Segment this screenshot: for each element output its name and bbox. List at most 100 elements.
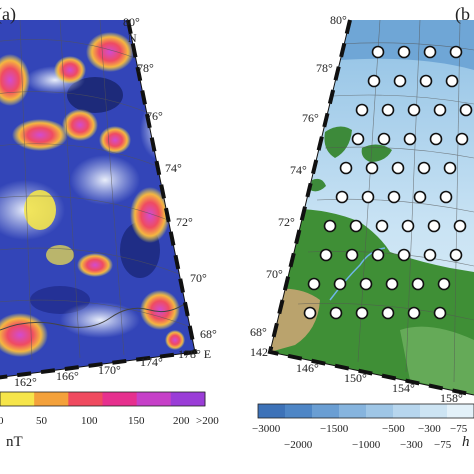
panel-a-colorbar-tick: >200 — [196, 415, 219, 427]
colorbar-b-swatch — [258, 404, 286, 418]
panel-b-lon-label: 150° — [344, 371, 367, 385]
station-marker — [443, 161, 457, 175]
panel-b-colorbar-unit: h — [462, 434, 470, 450]
station-marker — [393, 74, 407, 88]
anomaly-high-patch — [130, 187, 170, 243]
station-marker — [401, 219, 415, 233]
panel-a-lon-label: 166° — [56, 369, 79, 383]
panel-b-lon-label: 146° — [296, 361, 319, 375]
station-marker — [445, 74, 459, 88]
station-marker — [407, 103, 421, 117]
panel-b-stations — [303, 45, 473, 320]
panel-a-lat-label: 68° — [200, 327, 217, 341]
anomaly-high-patch — [46, 245, 74, 265]
station-marker — [459, 103, 473, 117]
panel-a-colorbar-tick: 100 — [81, 415, 98, 427]
panel-b-colorbar-tick: −1000 — [352, 439, 381, 451]
station-marker — [411, 277, 425, 291]
panel-a-lon-label: 174° — [140, 355, 163, 369]
panel-a-coastline — [0, 299, 191, 331]
panel-b-colorbar-tick: −75 — [450, 423, 468, 435]
panel-a-label: (a) — [0, 4, 16, 25]
station-marker — [319, 248, 333, 262]
colorbar-a-swatch — [170, 392, 206, 406]
station-marker — [423, 248, 437, 262]
colorbar-b-border — [257, 403, 474, 419]
anomaly-high-patch — [24, 190, 56, 230]
panel-b-colorbar — [257, 403, 474, 419]
anomaly-light-patch — [60, 302, 140, 338]
station-marker — [381, 306, 395, 320]
panel-a-colorbar-tick: 50 — [36, 415, 48, 427]
panel-b-lat-label: 78° — [316, 61, 333, 75]
panel-a-lat-label: 76° — [146, 109, 163, 123]
panel-b-lat-label: 80° — [330, 13, 347, 27]
station-marker — [365, 161, 379, 175]
panel-b-lat-label: 70° — [266, 267, 283, 281]
panel-a-lat-label: 80° — [123, 15, 140, 29]
station-marker — [397, 248, 411, 262]
colorbar-a-border — [0, 391, 206, 407]
panel-b-colorbar-tick: −75 — [434, 439, 452, 451]
station-marker — [391, 161, 405, 175]
panel-b-colorbar-tick: −3000 — [252, 423, 281, 435]
station-marker — [381, 103, 395, 117]
station-marker — [377, 132, 391, 146]
anomaly-high-patch — [165, 330, 185, 350]
station-marker — [397, 45, 411, 59]
anomaly-high-patch — [140, 290, 180, 330]
station-marker — [449, 248, 463, 262]
panel-b-lon-label: 142° — [250, 345, 273, 359]
panel-a-graticule — [0, 20, 189, 361]
panel-b-colorbar-tick: −2000 — [284, 439, 313, 451]
anomaly-high-patch — [0, 54, 30, 106]
station-marker — [423, 45, 437, 59]
colorbar-b-swatch — [393, 404, 421, 418]
panel-a-lat-label: 70° — [190, 271, 207, 285]
station-marker — [367, 74, 381, 88]
panel-a-lat-label: 72° — [176, 215, 193, 229]
station-marker — [439, 190, 453, 204]
station-marker — [371, 248, 385, 262]
station-marker — [303, 306, 317, 320]
station-marker — [437, 277, 451, 291]
station-marker — [417, 161, 431, 175]
station-marker — [351, 132, 365, 146]
colorbar-b-swatch — [447, 404, 474, 418]
anomaly-high-patch — [99, 126, 131, 154]
station-marker — [433, 103, 447, 117]
station-marker — [355, 306, 369, 320]
panel-a-lat-label: 78° — [137, 61, 154, 75]
panel-a-colorbar-tick: 200 — [173, 415, 190, 427]
panel-a-lon-label: 178° E — [178, 347, 211, 361]
panel-a-lat-label: 74° — [165, 161, 182, 175]
station-marker — [323, 219, 337, 233]
panel-a-colorbar-tick: 0 — [0, 415, 4, 427]
panel-b-lat-label: 72° — [278, 215, 295, 229]
panel-a-colorbar-unit: nT — [6, 434, 23, 450]
panel-b-colorbar-tick: −500 — [382, 423, 405, 435]
station-marker — [333, 277, 347, 291]
panel-b-island — [361, 144, 392, 162]
anomaly-light-patch — [70, 155, 140, 205]
panel-a-lon-label: 170° — [98, 363, 121, 377]
station-marker — [453, 219, 467, 233]
colorbar-a-swatch — [102, 392, 138, 406]
panel-b-colorbar-tick: −300 — [418, 423, 441, 435]
station-marker — [419, 74, 433, 88]
station-marker — [359, 277, 373, 291]
colorbar-a-swatch — [34, 392, 69, 406]
station-marker — [307, 277, 321, 291]
panel-b-colorbar-tick: −1500 — [320, 423, 349, 435]
station-marker — [361, 190, 375, 204]
panel-b-map — [267, 19, 474, 397]
panel-b-deep-water — [340, 20, 474, 70]
anomaly-high-patch — [54, 56, 86, 84]
panel-b-island — [324, 126, 352, 158]
panel-a-map — [0, 19, 198, 380]
colorbar-b-swatch — [312, 404, 340, 418]
colorbar-a-swatch — [68, 392, 103, 406]
panel-a-colorbar-tick: 150 — [128, 415, 145, 427]
station-marker — [433, 306, 447, 320]
